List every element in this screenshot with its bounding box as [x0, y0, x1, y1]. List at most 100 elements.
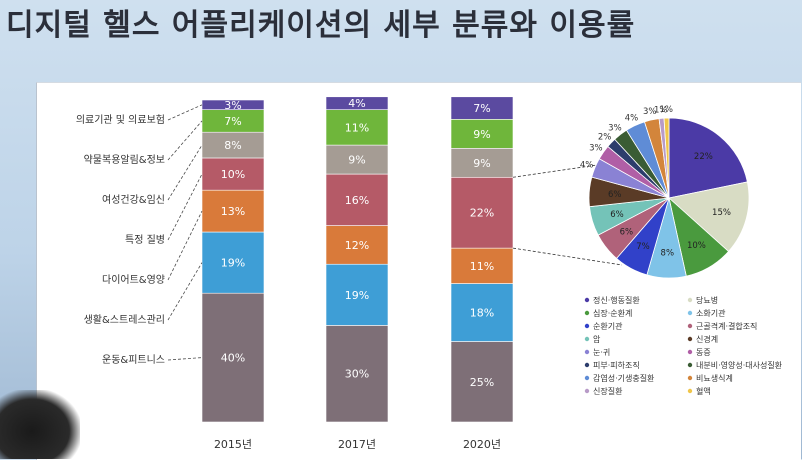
bar-value-label: 16%	[345, 194, 369, 207]
pie-value-label: 3%	[589, 143, 603, 153]
legend-label: 소화기관	[696, 308, 726, 318]
bar-value-label: 7%	[224, 115, 241, 128]
bar-segment	[450, 96, 514, 120]
legend-marker	[687, 297, 693, 303]
leader-line	[167, 120, 203, 161]
legend-label: 내분비·영양성·대사성질환	[696, 360, 783, 370]
legend-marker	[687, 375, 693, 381]
pie-connector-top	[512, 164, 598, 178]
pie-value-label: 1%	[659, 105, 673, 115]
pie-value-label: 4%	[625, 113, 639, 123]
pie-value-label: 3%	[643, 107, 657, 117]
bar-value-label: 9%	[473, 157, 490, 170]
category-label: 의료기관 및 의료보험	[76, 114, 165, 126]
legend-label: 눈·귀	[593, 347, 610, 357]
legend-label: 신경계	[696, 334, 718, 344]
category-label: 약물복용알림&정보	[84, 154, 165, 166]
bar-value-label: 19%	[345, 289, 369, 302]
legend-marker	[584, 310, 590, 316]
bar-segment	[450, 283, 514, 342]
pie-value-label: 6%	[608, 190, 622, 200]
legend-marker	[584, 349, 590, 355]
pie-value-label: 6%	[620, 228, 634, 238]
category-label: 다이어트&영양	[102, 274, 165, 286]
x-tick-label: 2017년	[338, 438, 376, 451]
bar-value-label: 25%	[470, 376, 494, 389]
bar-value-label: 30%	[345, 368, 369, 381]
chart-panel: 40% 19% 13% 10% 8% 7% 3% 2015년 30% 19% 12% 16% 9% 11%…	[36, 82, 801, 460]
bar-value-label: 8%	[224, 139, 241, 152]
bar-segment	[450, 341, 514, 423]
leader-line	[167, 104, 203, 121]
legend-marker	[584, 297, 590, 303]
bar-value-label: 3%	[224, 99, 241, 112]
bar-value-label: 40%	[221, 352, 245, 365]
bar-value-label: 4%	[348, 97, 365, 110]
pie-slice	[668, 181, 750, 252]
legend-marker	[584, 362, 590, 368]
x-tick-label: 2015년	[214, 438, 252, 451]
legend-marker	[584, 323, 590, 329]
pie-value-label: 22%	[694, 152, 713, 162]
bar-value-label: 11%	[470, 260, 494, 273]
legend-marker	[687, 362, 693, 368]
pie-value-label: 10%	[687, 241, 706, 251]
leader-line	[167, 262, 203, 321]
bar-segment	[325, 144, 389, 175]
legend-label: 정신·행동질환	[593, 295, 640, 305]
legend-label: 암	[593, 334, 601, 344]
bar-value-label: 11%	[345, 121, 369, 134]
bar-segment	[450, 119, 514, 149]
legend-marker	[584, 336, 590, 342]
bar-value-label: 13%	[221, 205, 245, 218]
legend-marker	[687, 310, 693, 316]
chart-title: 디지털 헬스 어플리케이션의 세부 분류와 이용률	[6, 8, 636, 43]
bar-value-label: 18%	[470, 307, 494, 320]
bar-value-label: 9%	[348, 154, 365, 167]
category-label: 특정 질병	[125, 234, 165, 246]
x-tick-label: 2020년	[463, 438, 501, 451]
legend-marker	[687, 349, 693, 355]
legend-label: 비뇨생식계	[696, 373, 733, 383]
pie-value-label: 7%	[636, 242, 650, 252]
bar-segment	[450, 176, 514, 249]
legend-marker	[687, 388, 693, 394]
bar-segment	[201, 292, 265, 423]
pie-value-label: 2%	[598, 133, 612, 143]
leader-line	[167, 144, 203, 201]
bar-segment	[450, 148, 514, 178]
chart-svg: 40% 19% 13% 10% 8% 7% 3% 2015년 30% 19% 12% 16% 9% 11%…	[76, 96, 783, 451]
bar-segment	[325, 325, 389, 423]
legend-label: 피부·피하조직	[593, 360, 640, 370]
pie-value-label: 4%	[580, 160, 594, 170]
legend-label: 근골격계·결합조직	[696, 321, 757, 331]
legend-label: 감염성·기생충질환	[593, 373, 655, 383]
pie-connector-bottom	[512, 247, 623, 266]
bar-segment	[325, 173, 389, 226]
pie-slice	[668, 117, 748, 199]
category-label: 여성건강&임신	[102, 193, 165, 206]
bar-segment	[325, 109, 389, 146]
legend-marker	[687, 323, 693, 329]
legend-marker	[687, 336, 693, 342]
bar-value-label: 19%	[221, 257, 245, 270]
pie-value-label: 1%	[654, 105, 668, 115]
legend-label: 심장·순환계	[593, 308, 632, 318]
pie-value-label: 6%	[610, 210, 624, 220]
bar-segment	[201, 231, 265, 294]
bar-value-label: 12%	[345, 239, 369, 252]
category-label: 운동&피트니스	[102, 354, 165, 366]
legend-label: 순환기관	[593, 321, 623, 331]
legend-marker	[584, 388, 590, 394]
legend-label: 당뇨병	[696, 295, 718, 305]
pie-value-label: 3%	[608, 123, 622, 133]
legend-label: 신장질환	[593, 386, 623, 396]
bar-segment	[450, 247, 514, 284]
leader-line	[167, 357, 203, 361]
category-label: 생활&스트레스관리	[84, 313, 165, 326]
pie-slice	[663, 117, 670, 199]
bar-segment	[201, 157, 265, 191]
bar-value-label: 7%	[473, 102, 490, 115]
bar-value-label: 22%	[470, 207, 494, 220]
legend-label: 혈액	[696, 386, 711, 396]
